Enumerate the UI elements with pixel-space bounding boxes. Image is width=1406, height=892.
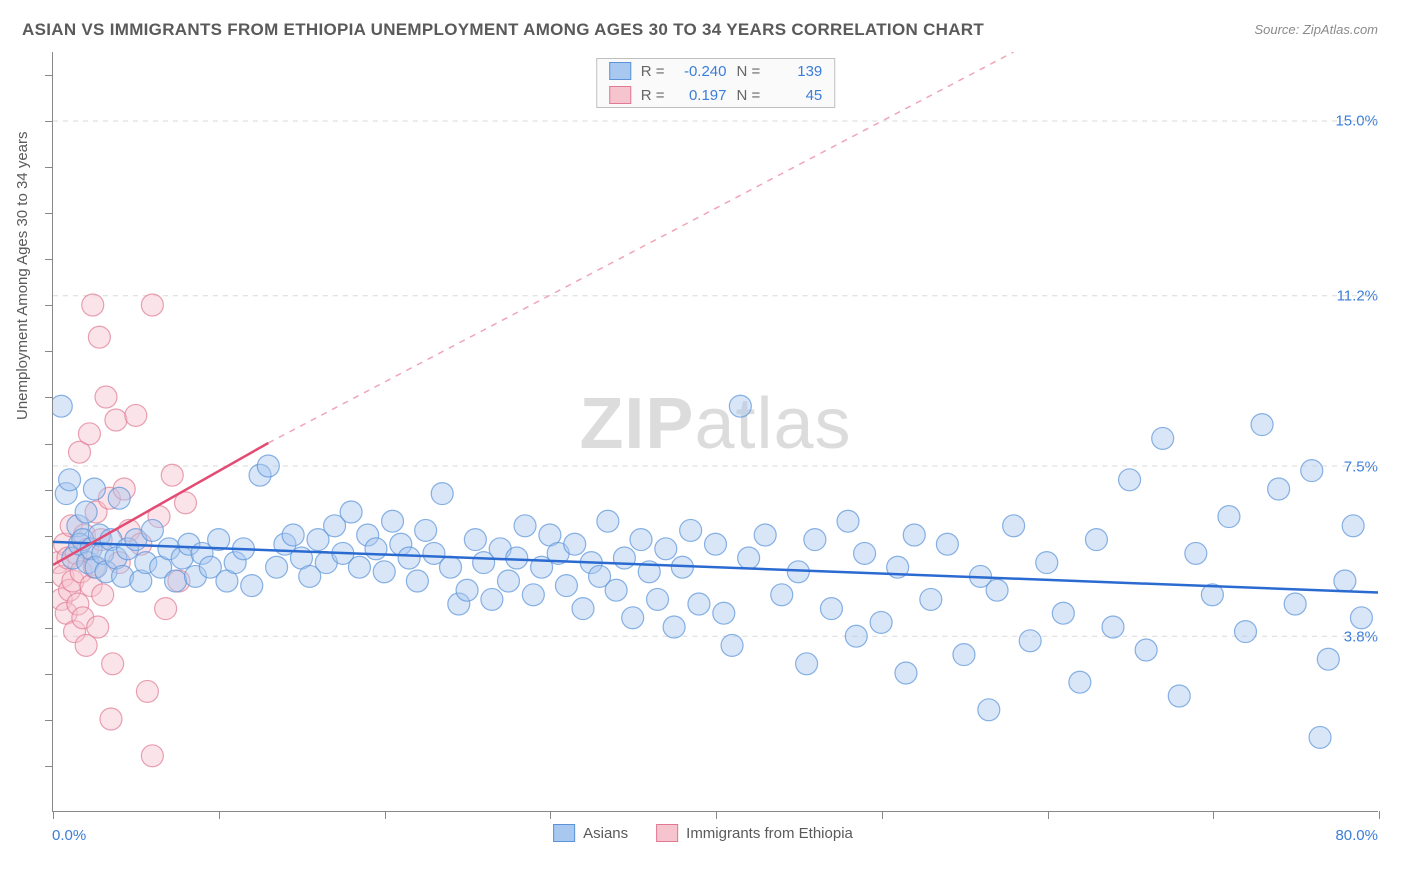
x-tick bbox=[219, 811, 220, 819]
x-axis-max-label: 80.0% bbox=[1335, 827, 1378, 844]
y-tick bbox=[45, 75, 53, 76]
correlation-stats-box: R = -0.240 N = 139 R = 0.197 N = 45 bbox=[596, 58, 836, 108]
y-tick bbox=[45, 444, 53, 445]
y-tick bbox=[45, 167, 53, 168]
swatch-asians bbox=[609, 62, 631, 80]
x-tick bbox=[882, 811, 883, 819]
y-tick bbox=[45, 674, 53, 675]
n-label: N = bbox=[737, 87, 761, 104]
y-tick bbox=[45, 351, 53, 352]
x-tick bbox=[716, 811, 717, 819]
y-tick bbox=[45, 121, 53, 122]
y-tick bbox=[45, 397, 53, 398]
series-legend: Asians Immigrants from Ethiopia bbox=[553, 824, 853, 842]
y-tick bbox=[45, 213, 53, 214]
source-attribution: Source: ZipAtlas.com bbox=[1254, 22, 1378, 37]
legend-item-ethiopia: Immigrants from Ethiopia bbox=[656, 824, 853, 842]
legend-label-asians: Asians bbox=[583, 825, 628, 842]
scatter-svg bbox=[53, 52, 1378, 811]
legend-label-ethiopia: Immigrants from Ethiopia bbox=[686, 825, 853, 842]
x-axis-min-label: 0.0% bbox=[52, 827, 86, 844]
swatch-asians bbox=[553, 824, 575, 842]
n-value-asians: 139 bbox=[770, 63, 822, 80]
y-tick bbox=[45, 259, 53, 260]
swatch-ethiopia bbox=[656, 824, 678, 842]
y-tick bbox=[45, 305, 53, 306]
y-tick bbox=[45, 720, 53, 721]
r-value-asians: -0.240 bbox=[675, 63, 727, 80]
y-tick bbox=[45, 628, 53, 629]
y-axis-label: Unemployment Among Ages 30 to 34 years bbox=[14, 131, 31, 420]
x-tick bbox=[1048, 811, 1049, 819]
stats-row-ethiopia: R = 0.197 N = 45 bbox=[597, 83, 835, 107]
chart-title: ASIAN VS IMMIGRANTS FROM ETHIOPIA UNEMPL… bbox=[22, 20, 984, 40]
y-tick bbox=[45, 536, 53, 537]
y-tick bbox=[45, 490, 53, 491]
r-label: R = bbox=[641, 63, 665, 80]
y-tick bbox=[45, 766, 53, 767]
r-label: R = bbox=[641, 87, 665, 104]
chart-container: ASIAN VS IMMIGRANTS FROM ETHIOPIA UNEMPL… bbox=[0, 0, 1406, 892]
r-value-ethiopia: 0.197 bbox=[675, 87, 727, 104]
x-tick bbox=[550, 811, 551, 819]
n-label: N = bbox=[737, 63, 761, 80]
plot-area: ZIPatlas R = -0.240 N = 139 R = 0.197 N … bbox=[52, 52, 1378, 812]
y-tick bbox=[45, 582, 53, 583]
x-tick bbox=[1213, 811, 1214, 819]
swatch-ethiopia bbox=[609, 86, 631, 104]
x-tick bbox=[53, 811, 54, 819]
x-tick bbox=[385, 811, 386, 819]
stats-row-asians: R = -0.240 N = 139 bbox=[597, 59, 835, 83]
x-tick bbox=[1379, 811, 1380, 819]
legend-item-asians: Asians bbox=[553, 824, 628, 842]
n-value-ethiopia: 45 bbox=[770, 87, 822, 104]
